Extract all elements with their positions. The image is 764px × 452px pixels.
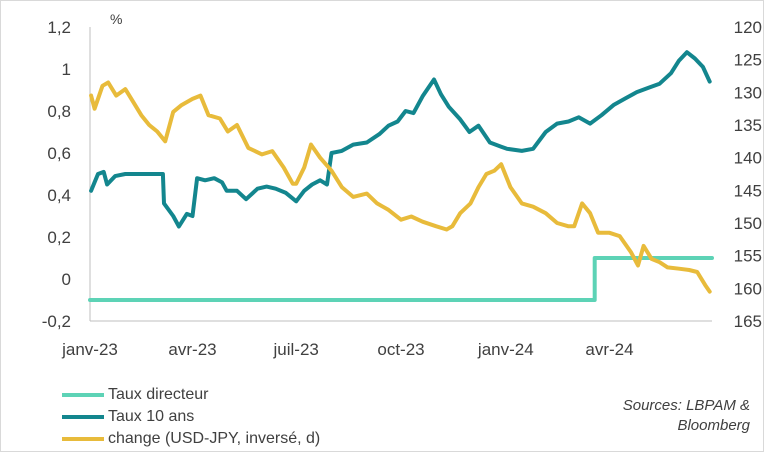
y-right-tick-label: 150 [734,214,762,233]
legend-swatch [62,436,104,441]
y-right-tick-label: 125 [734,51,762,70]
y-right-tick-label: 155 [734,247,762,266]
series-line-taux-directeur [88,256,714,302]
x-tick-label: avr-24 [585,340,633,359]
x-tick-label: juil-23 [273,340,319,359]
x-tick-label: oct-23 [377,340,424,359]
legend-swatch [62,392,104,397]
source-line-1: Sources: LBPAM & [622,397,750,414]
y-left-tick-label: -0,2 [42,312,71,331]
y-left-tick-label: 1 [62,60,71,79]
y-left-tick-label: 0,8 [47,102,71,121]
y-right-tick-label: 130 [734,83,762,102]
axes [89,27,712,322]
y-left-tick-label: 0,6 [47,144,71,163]
y-left-tick-label: 0,2 [47,228,71,247]
legend-label: change (USD-JPY, inversé, d) [108,429,321,447]
legend-swatch [62,414,104,419]
y-right-tick-label: 145 [734,181,762,200]
y-right-tick-label: 120 [734,18,762,37]
y-left-tick-label: 0,4 [47,186,71,205]
y-left-unit-label: % [110,11,122,27]
y-left-tick-label: 0 [62,270,71,289]
series-line-change-usd-jpy [89,80,712,294]
legend-item-change: change (USD-JPY, inversé, d) [62,428,320,449]
y-right-tick-label: 165 [734,312,762,331]
series-line-taux-10-ans [89,50,712,229]
legend: Taux directeur Taux 10 ans change (USD-J… [62,384,320,450]
legend-label: Taux 10 ans [108,407,195,425]
y-left-tick-label: 1,2 [47,18,71,37]
legend-item-taux-10-ans: Taux 10 ans [62,406,320,427]
y-right-tick-label: 135 [734,116,762,135]
x-tick-label: avr-23 [168,340,216,359]
tick-labels: 1,2 1 0,8 0,6 0,4 0,2 0 -0,2 120 125 130 135 140 145 1… [42,18,762,359]
source-note: Sources: LBPAM & Bloomberg [623,396,750,436]
y-right-tick-label: 140 [734,149,762,168]
legend-item-taux-directeur: Taux directeur [62,384,320,405]
source-line-2: Bloomberg [677,417,750,434]
y-right-tick-label: 160 [734,279,762,298]
x-tick-label: janv-24 [477,340,534,359]
x-tick-label: janv-23 [61,340,118,359]
legend-label: Taux directeur [108,385,209,403]
series-layer [88,50,714,302]
